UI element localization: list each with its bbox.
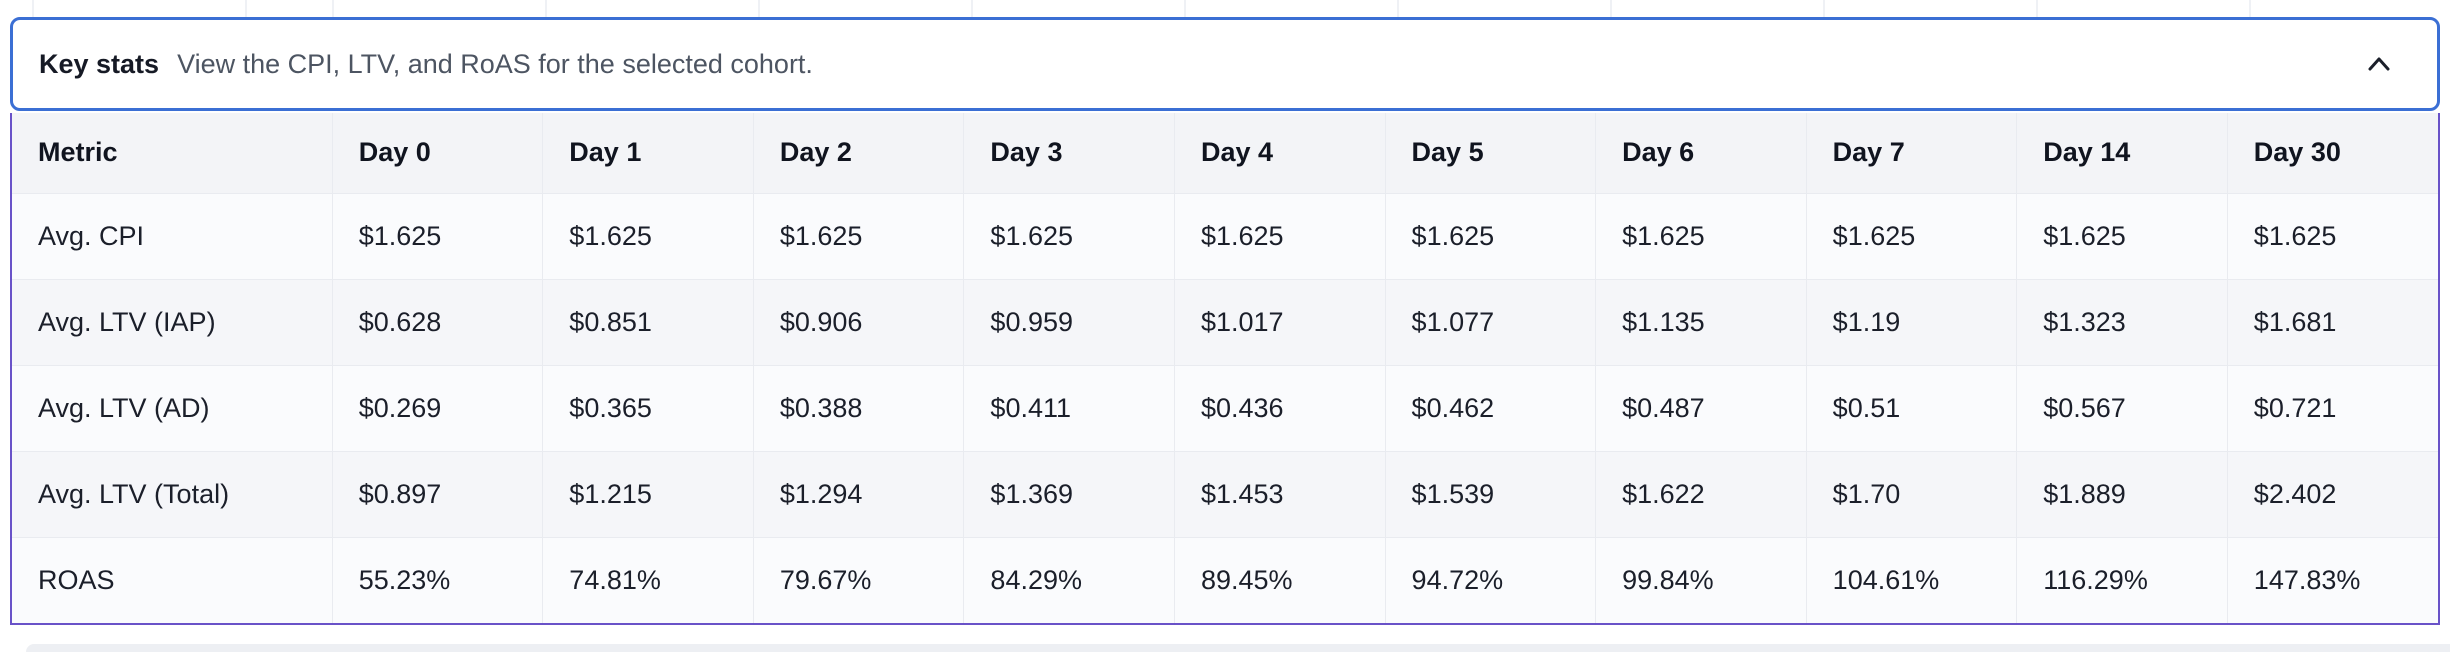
value-cell: $1.017 [1173,278,1386,365]
value-cell: $1.625 [331,193,543,279]
table-head: Metric Day 0 Day 1 Day 2 Day 3 Day 4 Day 5 Day … [12,113,2438,194]
value-cell: $0.906 [752,278,964,365]
chevron-up-icon[interactable] [2363,53,2395,75]
column-header: Day 5 [1384,113,1596,194]
table-row: Avg. CPI $1.625 $1.625 $1.625 $1.625 $1.625 $1… [12,193,2438,279]
value-cell: $1.539 [1384,450,1596,537]
value-cell: 94.72% [1384,536,1596,623]
value-cell: $0.269 [331,364,543,451]
table-header-row: Metric Day 0 Day 1 Day 2 Day 3 Day 4 Day 5 Day … [12,113,2438,194]
table-body: Avg. CPI $1.625 $1.625 $1.625 $1.625 $1.625 $1… [12,193,2438,623]
value-cell: $1.622 [1595,450,1807,537]
accordion-title: Key stats [39,48,160,79]
value-cell: $1.077 [1384,278,1596,365]
table-row: Avg. LTV (Total) $0.897 $1.215 $1.294 $1.369… [12,450,2438,537]
value-cell: 89.45% [1173,536,1386,623]
metric-cell: ROAS [12,536,333,623]
table-row: ROAS 55.23% 74.81% 79.67% 84.29% 89.45% 94.72%… [12,536,2438,623]
value-cell: $0.851 [542,278,754,365]
value-cell: 116.29% [2016,536,2228,623]
lower-section-edge [26,644,2450,652]
column-header: Day 3 [963,113,1175,194]
column-header: Day 1 [542,113,754,194]
value-cell: $1.215 [542,450,754,537]
value-cell: $0.487 [1595,364,1807,451]
value-cell: $0.462 [1384,364,1596,451]
value-cell: $0.436 [1173,364,1386,451]
column-header: Day 14 [2016,113,2228,194]
value-cell: $1.19 [1805,278,2017,365]
stats-table: Metric Day 0 Day 1 Day 2 Day 3 Day 4 Day 5 Day … [12,113,2438,623]
value-cell: $0.628 [331,278,543,365]
value-cell: $2.402 [2226,450,2438,537]
column-header: Day 2 [752,113,964,194]
value-cell: $1.625 [1595,193,1807,279]
value-cell: 104.61% [1805,536,2017,623]
value-cell: $1.625 [1384,193,1596,279]
column-header: Day 7 [1805,113,2017,194]
value-cell: $1.625 [542,193,754,279]
value-cell: $0.897 [331,450,543,537]
value-cell: 99.84% [1595,536,1807,623]
value-cell: 55.23% [331,536,543,623]
column-header: Day 6 [1595,113,1807,194]
column-header: Day 30 [2226,113,2438,194]
value-cell: $1.323 [2016,278,2228,365]
metric-cell: Avg. LTV (AD) [12,364,333,451]
value-cell: $0.959 [963,278,1175,365]
accordion-subtitle: View the CPI, LTV, and RoAS for the sele… [177,48,813,79]
value-cell: $1.625 [752,193,964,279]
value-cell: $1.625 [2016,193,2228,279]
column-header: Metric [12,113,333,194]
metric-cell: Avg. LTV (Total) [12,450,333,537]
upper-table-edge [10,0,2440,17]
value-cell: $1.681 [2226,278,2438,365]
key-stats-accordion-header[interactable]: Key stats View the CPI, LTV, and RoAS fo… [10,17,2440,111]
value-cell: $1.135 [1595,278,1807,365]
table-row: Avg. LTV (AD) $0.269 $0.365 $0.388 $0.411 $0.… [12,364,2438,451]
value-cell: $0.365 [542,364,754,451]
value-cell: $1.294 [752,450,964,537]
value-cell: $0.567 [2016,364,2228,451]
value-cell: $1.625 [2226,193,2438,279]
key-stats-table-container: Metric Day 0 Day 1 Day 2 Day 3 Day 4 Day 5 Day … [10,113,2440,625]
value-cell: $1.70 [1805,450,2017,537]
value-cell: $1.625 [963,193,1175,279]
value-cell: $0.51 [1805,364,2017,451]
value-cell: $1.453 [1173,450,1386,537]
value-cell: 84.29% [963,536,1175,623]
metric-cell: Avg. LTV (IAP) [12,278,333,365]
value-cell: $0.388 [752,364,964,451]
value-cell: 79.67% [752,536,964,623]
value-cell: $1.889 [2016,450,2228,537]
metric-cell: Avg. CPI [12,193,333,279]
table-row: Avg. LTV (IAP) $0.628 $0.851 $0.906 $0.959 $1… [12,278,2438,365]
value-cell: $1.625 [1805,193,2017,279]
column-header: Day 0 [331,113,543,194]
column-header: Day 4 [1173,113,1386,194]
value-cell: $0.721 [2226,364,2438,451]
value-cell: $1.369 [963,450,1175,537]
value-cell: 74.81% [542,536,754,623]
value-cell: $0.411 [963,364,1175,451]
value-cell: 147.83% [2226,536,2438,623]
value-cell: $1.625 [1173,193,1386,279]
